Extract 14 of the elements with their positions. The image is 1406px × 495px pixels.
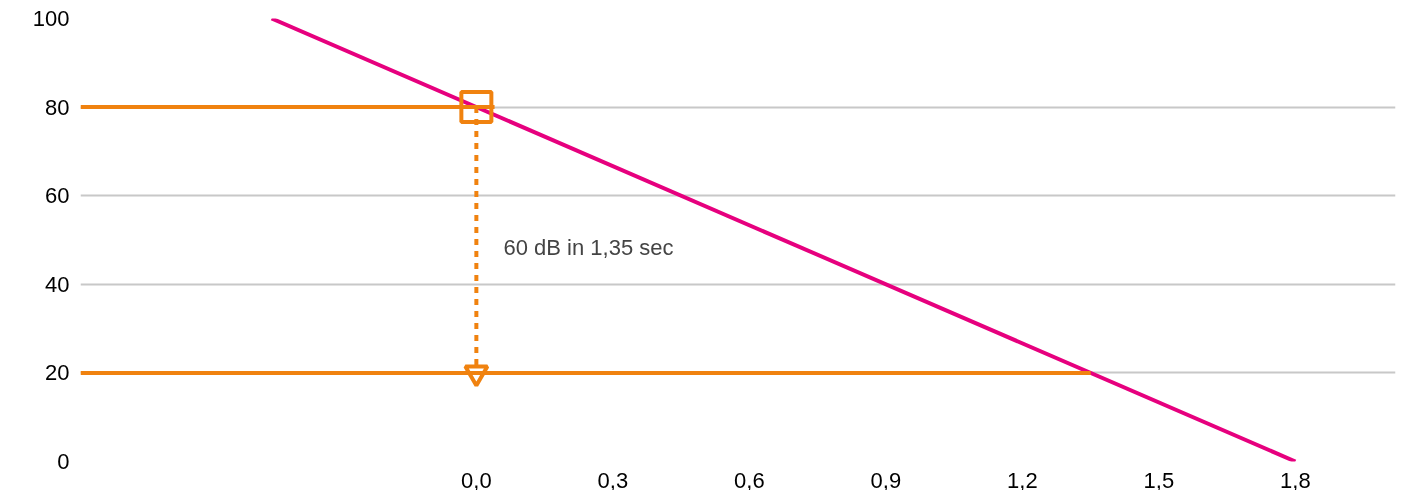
y-tick-label: 80: [45, 94, 70, 120]
y-tick-label: 100: [32, 6, 70, 31]
y-tick-label: 60: [45, 183, 70, 209]
x-tick-label: 0,3: [597, 467, 629, 493]
x-tick-label: 1,2: [1007, 467, 1038, 493]
annotation: 60 dB in 1,35 sec: [503, 235, 674, 260]
x-tick-label: 1,5: [1143, 467, 1175, 493]
y-tick-label: 40: [45, 271, 70, 297]
y-tick-label: 0: [57, 449, 70, 474]
y-tick-label: 20: [45, 360, 70, 386]
x-tick-label: 0,9: [870, 467, 902, 493]
x-tick-label: 0,6: [734, 467, 765, 493]
x-tick-label: 1,8: [1280, 467, 1311, 493]
x-tick-label: 0,0: [461, 467, 492, 493]
